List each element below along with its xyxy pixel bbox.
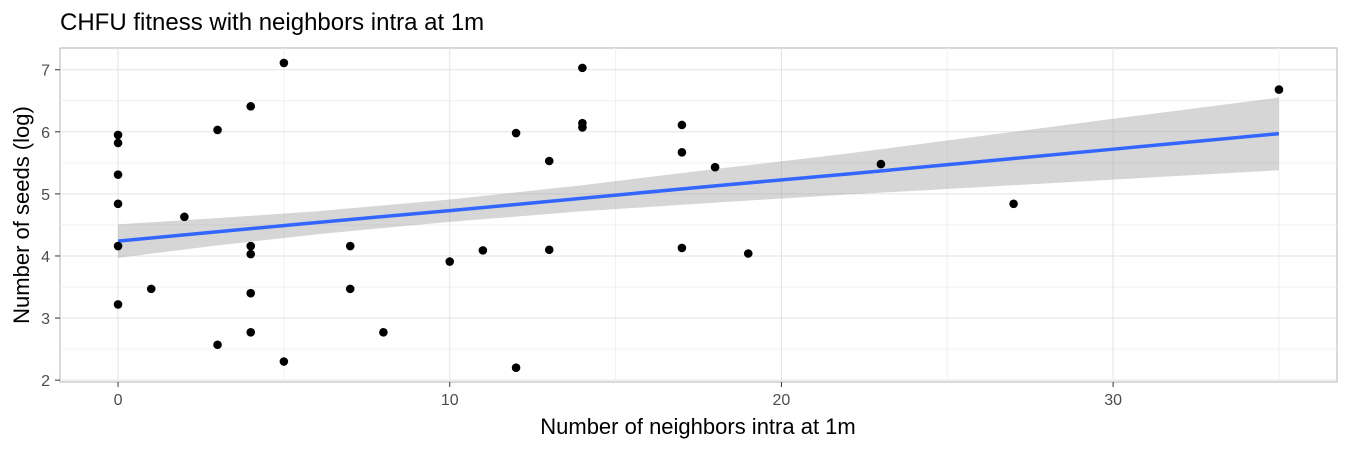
data-point (445, 257, 455, 266)
y-axis-label: Number of seeds (log) (9, 106, 34, 324)
x-tick-label: 30 (1104, 392, 1122, 409)
x-axis-ticks: 0 10 20 30 (114, 382, 1122, 409)
x-tick-label: 10 (441, 392, 459, 409)
points-layer (113, 58, 1284, 373)
y-tick-label: 7 (41, 63, 50, 80)
data-point (511, 363, 521, 373)
data-point (1009, 199, 1018, 209)
y-tick-label: 4 (41, 249, 50, 266)
data-point (246, 288, 256, 298)
data-point (146, 284, 156, 294)
data-point (677, 243, 687, 253)
data-point (379, 328, 388, 337)
data-point (544, 245, 554, 255)
data-point (246, 249, 256, 259)
data-point (743, 249, 753, 258)
x-axis-label: Number of neighbors intra at 1m (540, 414, 856, 439)
data-point (511, 128, 521, 138)
data-point (544, 156, 554, 166)
data-point (246, 241, 256, 251)
y-tick-label: 6 (41, 125, 50, 142)
data-point (213, 125, 222, 135)
data-point (246, 328, 256, 337)
data-point (1274, 85, 1284, 94)
data-point (113, 170, 123, 179)
y-tick-label: 5 (41, 187, 50, 204)
x-tick-label: 0 (114, 392, 123, 409)
major-gridlines (60, 48, 1337, 382)
y-axis-ticks: 2 3 4 5 6 7 (41, 63, 60, 390)
data-point (578, 63, 587, 73)
confidence-band (118, 97, 1279, 258)
data-point (478, 246, 488, 255)
data-point (213, 340, 222, 350)
x-tick-label: 20 (773, 392, 791, 409)
data-point (246, 102, 256, 111)
data-point (578, 123, 587, 132)
data-point (113, 130, 123, 140)
data-point (677, 147, 687, 157)
data-point (113, 199, 123, 209)
fit-line (117, 131, 1280, 243)
chart-title: CHFU fitness with neighbors intra at 1m (60, 9, 484, 36)
data-point (876, 159, 886, 169)
data-point (677, 120, 687, 130)
data-point (113, 138, 123, 148)
y-tick-label: 3 (41, 311, 50, 328)
plot-panel (59, 47, 1338, 383)
data-point (345, 284, 355, 294)
fit-line-layer (117, 131, 1280, 243)
data-point (279, 58, 289, 68)
data-point (180, 212, 189, 222)
data-point (113, 300, 123, 309)
confidence-band-layer (118, 97, 1279, 258)
data-point (113, 241, 123, 251)
data-point (345, 241, 355, 251)
y-tick-label: 2 (41, 373, 50, 390)
data-point (279, 357, 289, 366)
data-point (710, 162, 720, 172)
